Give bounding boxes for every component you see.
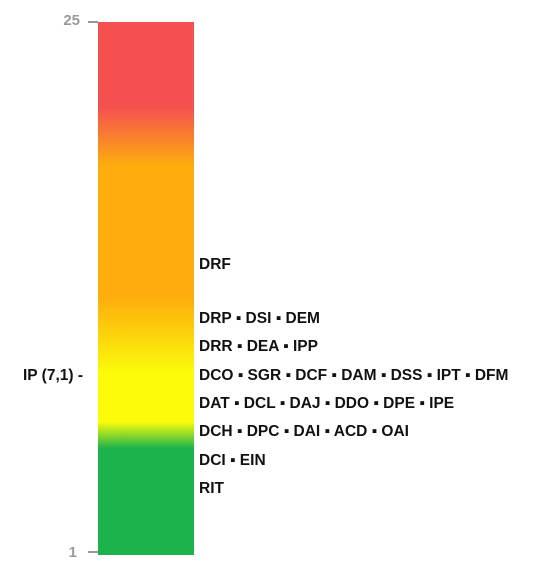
code-row: DCI ▪ EIN [199,452,266,469]
code-row: DCH ▪ DPC ▪ DAI ▪ ACD ▪ OAI [199,423,409,440]
scale-gradient-fill [98,22,194,555]
code-row: DRR ▪ DEA ▪ IPP [199,338,318,355]
bottom-tick [88,551,98,553]
top-tick-label: 25 [63,12,80,29]
risk-scale-bar [98,22,194,555]
ip-marker-label: IP (7,1) - [22,367,83,384]
code-row: DRF [199,256,231,273]
code-row: DAT ▪ DCL ▪ DAJ ▪ DDO ▪ DPE ▪ IPE [199,395,455,412]
bottom-tick-label: 1 [68,544,77,561]
code-row: DRP ▪ DSI ▪ DEM [199,310,320,327]
top-tick [88,21,98,23]
code-row: DCO ▪ SGR ▪ DCF ▪ DAM ▪ DSS ▪ IPT ▪ DFM [199,367,509,384]
code-row: RIT [199,480,224,497]
